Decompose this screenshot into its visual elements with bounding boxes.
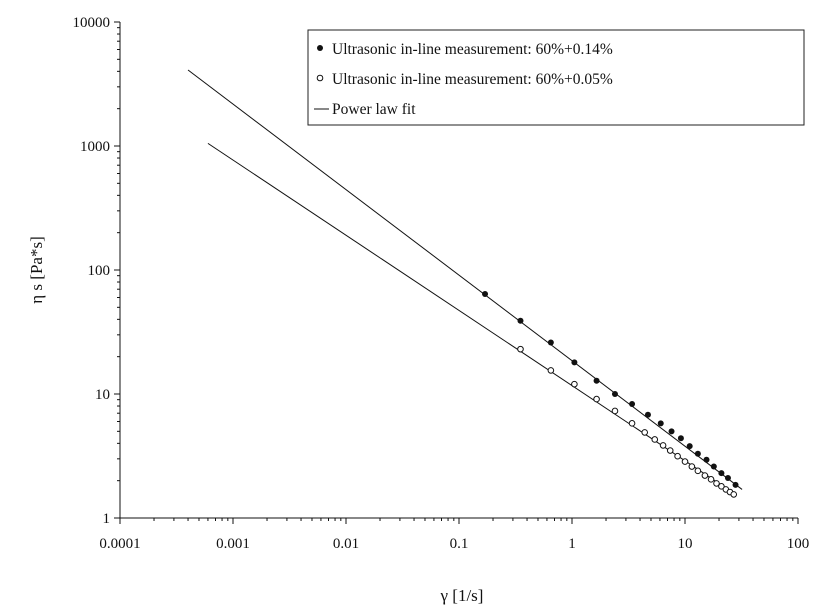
data-point-series-1 (657, 420, 664, 427)
x-tick-label: 100 (787, 536, 810, 552)
data-point-series-2 (659, 442, 667, 449)
y-tick-label: 10000 (73, 15, 111, 31)
data-point-series-2 (681, 458, 689, 465)
legend-box (307, 29, 805, 126)
data-point-series-2 (707, 476, 715, 483)
legend-marker-filled (317, 45, 323, 51)
data-point-series-2 (593, 395, 600, 403)
data-point-series-2 (611, 407, 619, 415)
y-axis-title: η s [Pa*s] (27, 236, 46, 303)
x-tick-label: 0.0001 (99, 536, 140, 552)
data-point-series-1 (517, 317, 524, 324)
data-point-series-2 (730, 491, 738, 498)
data-point-series-1 (611, 391, 618, 397)
data-point-series-1 (629, 401, 636, 408)
data-point-series-2 (547, 367, 555, 374)
y-tick-label: 1 (103, 511, 111, 527)
series-layer (187, 69, 743, 498)
data-point-series-1 (644, 411, 651, 418)
data-point-series-1 (694, 450, 701, 457)
data-point-series-2 (628, 420, 636, 427)
data-point-series-2 (641, 429, 649, 436)
data-point-series-2 (674, 452, 681, 460)
data-point-series-2 (713, 480, 720, 487)
data-point-series-2 (701, 472, 709, 479)
data-point-series-1 (732, 481, 739, 488)
y-tick-label: 100 (88, 263, 111, 279)
data-point-series-1 (718, 470, 725, 477)
x-tick-label: 10 (678, 536, 693, 552)
y-tick-label: 10 (95, 387, 110, 403)
legend-label-series-3: Power law fit (332, 101, 416, 118)
x-tick-label: 0.001 (216, 536, 250, 552)
power-law-fit-line-2 (207, 142, 736, 495)
legend: Ultrasonic in-line measurement: 60%+0.14… (307, 29, 805, 126)
data-point-series-2 (651, 436, 659, 443)
data-point-series-1 (710, 463, 717, 470)
data-point-series-1 (724, 475, 731, 482)
data-point-series-1 (547, 339, 554, 346)
legend-marker-open (316, 74, 324, 82)
data-point-series-2 (688, 463, 696, 470)
data-point-series-1 (677, 435, 684, 442)
legend-label-series-1: Ultrasonic in-line measurement: 60%+0.14… (332, 41, 613, 58)
data-point-series-2 (517, 345, 524, 353)
x-axis-title: γ [1/s] (440, 586, 484, 605)
data-point-series-1 (686, 443, 693, 450)
legend-label-series-2: Ultrasonic in-line measurement: 60%+0.05… (332, 71, 613, 88)
power-law-fit-line-1 (187, 69, 743, 490)
x-tick-label: 0.01 (333, 536, 359, 552)
data-point-series-2 (694, 467, 702, 475)
data-point-series-1 (593, 377, 600, 384)
x-tick-label: 0.1 (450, 536, 469, 552)
x-tick-label: 1 (568, 536, 576, 552)
data-point-series-1 (571, 359, 578, 366)
data-point-series-1 (703, 456, 710, 463)
data-point-series-2 (571, 380, 578, 388)
y-tick-label: 1000 (80, 139, 110, 155)
data-point-series-1 (482, 291, 489, 298)
axes: 0.0001 0.001 0.01 0.1 1 10 100 1 10 100 1000 10000 (73, 15, 810, 552)
data-point-series-1 (668, 428, 675, 435)
data-point-series-2 (718, 483, 725, 490)
data-point-series-2 (666, 447, 674, 454)
